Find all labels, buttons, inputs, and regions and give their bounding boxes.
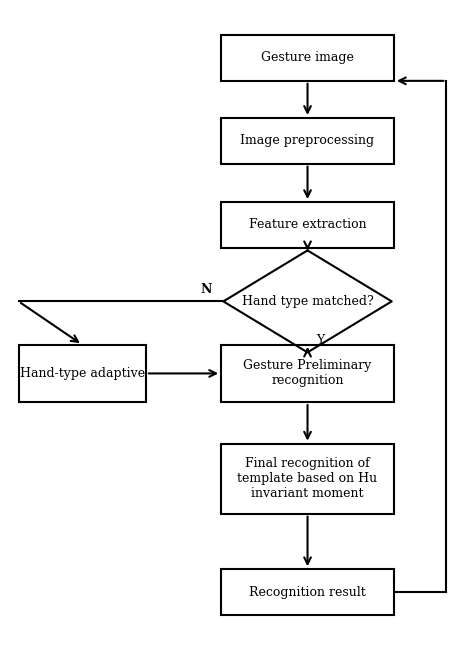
Text: Final recognition of
template based on Hu
invariant moment: Final recognition of template based on H… — [237, 457, 378, 500]
Text: Hand type matched?: Hand type matched? — [242, 295, 374, 308]
Bar — [221, 345, 394, 402]
Bar — [18, 345, 146, 402]
Text: Y: Y — [316, 334, 324, 347]
Bar — [221, 35, 394, 81]
Text: N: N — [201, 284, 212, 296]
Text: Image preprocessing: Image preprocessing — [240, 134, 374, 147]
Bar — [221, 202, 394, 248]
Text: Hand-type adaptive: Hand-type adaptive — [20, 367, 145, 380]
Text: Recognition result: Recognition result — [249, 586, 366, 598]
Bar — [221, 118, 394, 164]
Text: Gesture Preliminary
recognition: Gesture Preliminary recognition — [243, 359, 372, 387]
Text: Gesture image: Gesture image — [261, 51, 354, 64]
Bar — [221, 444, 394, 514]
Bar — [221, 569, 394, 615]
Text: Feature extraction: Feature extraction — [249, 218, 366, 232]
